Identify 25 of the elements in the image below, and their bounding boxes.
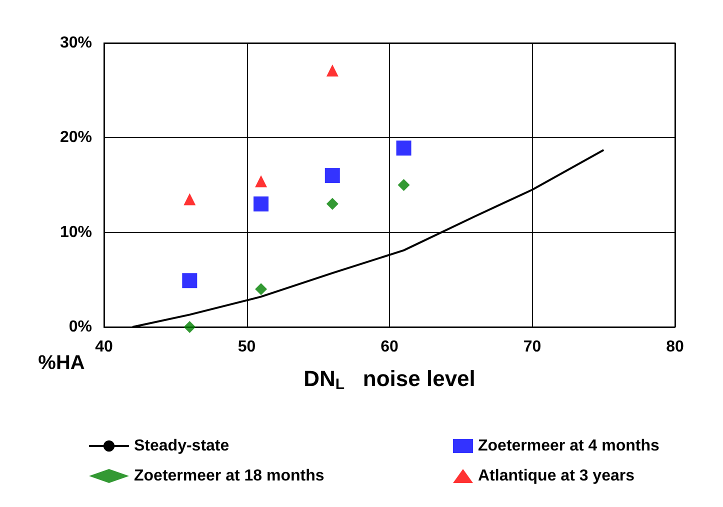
y-tick-label: 0% xyxy=(68,318,92,336)
point xyxy=(254,196,269,212)
point xyxy=(326,198,338,210)
y-tick-label: 30% xyxy=(60,34,92,52)
x-tick-label: 50 xyxy=(238,338,256,356)
x-tick-label: 60 xyxy=(380,338,398,356)
point xyxy=(182,273,198,288)
point xyxy=(324,168,340,184)
legend-label: Atlantique at 3 years xyxy=(478,468,635,484)
y-axis-title: %HA xyxy=(38,352,85,374)
x-tick-label: 40 xyxy=(95,338,113,356)
point xyxy=(255,175,268,188)
x-tick-label: 80 xyxy=(666,338,684,356)
point xyxy=(255,283,268,296)
y-tick-label: 20% xyxy=(60,129,92,146)
point xyxy=(184,193,196,206)
point xyxy=(398,179,410,191)
legend-label: Zoetermeer at 18 months xyxy=(134,468,324,484)
point xyxy=(396,140,412,156)
x-tick-label: 70 xyxy=(523,338,542,356)
legend-label: Zoetermeer at 4 months xyxy=(478,438,660,454)
y-tick-label: 10% xyxy=(60,224,92,241)
point xyxy=(326,64,338,76)
legend-label: Steady-state xyxy=(134,438,230,454)
point xyxy=(184,321,196,333)
